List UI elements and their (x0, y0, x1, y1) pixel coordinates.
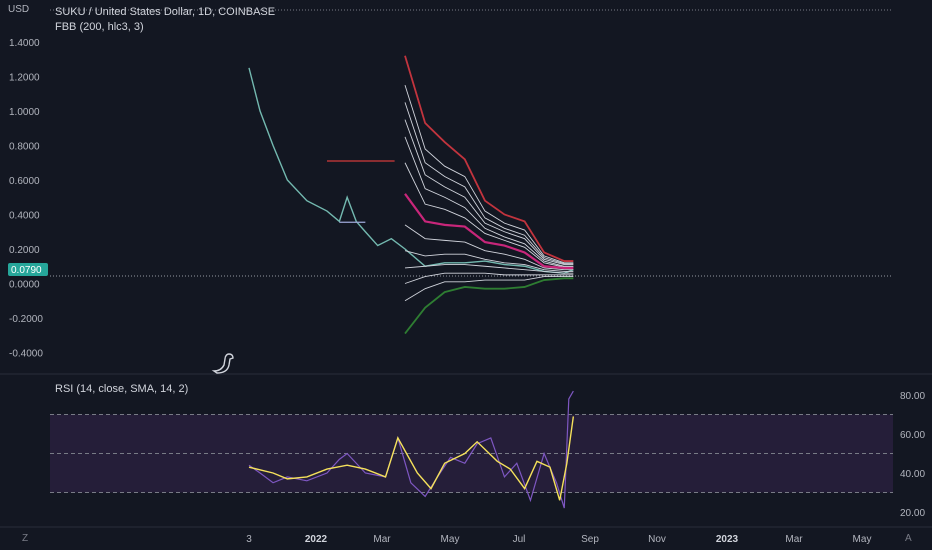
time-axis-tick: Nov (648, 534, 666, 545)
rsi-axis-tick: 40.00 (900, 469, 925, 480)
currency-label: USD (8, 4, 30, 15)
rsi-label[interactable]: RSI (14, close, SMA, 14, 2) (55, 383, 189, 395)
fib-upper-line (404, 102, 574, 265)
time-axis-tick: Mar (785, 534, 803, 545)
fib-lower-line (404, 224, 574, 271)
indicator-label[interactable]: FBB (200, hlc3, 3) (55, 21, 144, 33)
time-axis-tick: May (853, 534, 872, 545)
price-axis-tick: 0.0000 (9, 280, 40, 291)
price-axis-tick: 0.4000 (9, 211, 40, 222)
fib-lower-line (404, 272, 574, 284)
rsi-axis-tick: 60.00 (900, 430, 925, 441)
fib-upper-line (404, 119, 574, 265)
last-price-badge (8, 263, 48, 276)
fib-lower-line (404, 250, 574, 272)
price-line (248, 67, 574, 274)
tradingview-logo-icon (211, 353, 234, 374)
time-axis-tick: 2023 (716, 534, 739, 545)
price-axis-tick: -0.2000 (9, 314, 43, 325)
price-axis-tick: 1.0000 (9, 107, 40, 118)
rsi-axis-tick: 80.00 (900, 391, 925, 402)
price-axis-tick: 1.4000 (9, 38, 40, 49)
price-axis-tick: 0.2000 (9, 245, 40, 256)
lower-band-line (404, 277, 574, 335)
last-price-label: 0.0790 (11, 265, 42, 276)
time-axis-tick: 3 (246, 534, 252, 545)
timezone-toggle[interactable]: Z (22, 533, 29, 544)
fib-lower-line (404, 264, 574, 274)
price-axis-tick: 0.8000 (9, 142, 40, 153)
symbol-title[interactable]: SUKU / United States Dollar, 1D, COINBAS… (55, 6, 276, 18)
rsi-ma-line (248, 416, 575, 501)
auto-scale-toggle[interactable]: A (905, 533, 912, 544)
time-axis-tick: 2022 (305, 534, 328, 545)
fib-upper-line (404, 84, 574, 264)
time-axis-tick: Jul (513, 534, 526, 545)
fib-upper-line (404, 136, 574, 267)
fib-lower-line (404, 276, 574, 302)
rsi-axis-tick: 20.00 (900, 508, 925, 519)
time-axis-tick: Sep (581, 534, 599, 545)
fib-upper-line (404, 162, 574, 268)
price-axis-tick: 1.2000 (9, 73, 40, 84)
basis-line (404, 193, 574, 270)
time-axis-tick: May (441, 534, 460, 545)
price-axis-tick: 0.6000 (9, 176, 40, 187)
upper-band-line (404, 55, 574, 262)
price-axis-tick: -0.4000 (9, 349, 43, 360)
time-axis-tick: Mar (373, 534, 391, 545)
